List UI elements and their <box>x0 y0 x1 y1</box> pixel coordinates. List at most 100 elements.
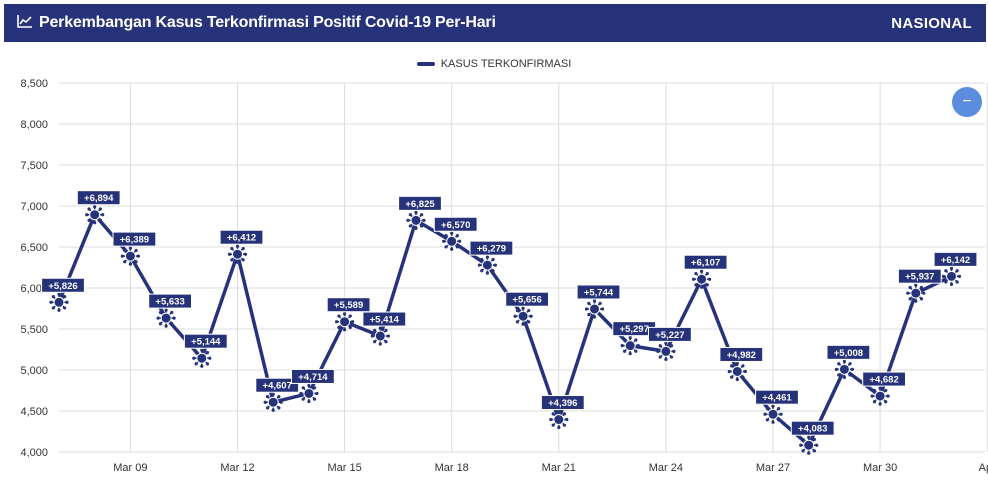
data-label-box <box>112 231 157 247</box>
data-label: +5,656 <box>512 295 541 306</box>
data-label: +5,744 <box>584 287 614 298</box>
data-label: +5,633 <box>155 297 184 308</box>
chart-header: Perkembangan Kasus Terkonfirmasi Positif… <box>4 4 986 42</box>
data-label-box <box>291 368 335 384</box>
virus-marker-icon[interactable] <box>941 266 962 286</box>
data-label: +6,389 <box>120 235 149 246</box>
data-label: +5,227 <box>655 330 684 341</box>
legend-label: KASUS TERKONFIRMASI <box>440 58 572 70</box>
legend-swatch <box>416 62 435 66</box>
virus-marker-icon[interactable] <box>727 361 747 382</box>
virus-marker-icon[interactable] <box>406 210 426 230</box>
data-label-box <box>648 326 692 342</box>
data-label: +5,826 <box>48 281 77 292</box>
virus-marker-icon[interactable] <box>763 404 783 424</box>
y-tick-label: 8,500 <box>20 78 48 90</box>
x-tick-label: Mar 24 <box>649 462 683 474</box>
data-label: +6,279 <box>477 244 506 255</box>
data-label-box <box>897 268 942 284</box>
virus-marker-icon[interactable] <box>192 348 212 368</box>
region-label: NASIONAL <box>891 14 972 32</box>
virus-marker-icon[interactable] <box>799 435 819 455</box>
data-label-box <box>41 277 85 293</box>
data-label: +6,570 <box>441 220 470 231</box>
y-tick-label: 5,000 <box>20 365 48 377</box>
data-label: +5,414 <box>370 315 400 326</box>
virus-marker-icon[interactable] <box>156 308 176 328</box>
x-tick-label: Mar 12 <box>220 462 254 474</box>
x-tick-label: Mar 09 <box>113 462 147 474</box>
virus-marker-icon[interactable] <box>692 269 712 289</box>
virus-marker-icon[interactable] <box>263 392 283 412</box>
data-label-box <box>933 251 978 267</box>
x-tick-label: Mar 21 <box>542 462 576 474</box>
virus-marker-icon[interactable] <box>906 283 926 303</box>
chart-title: Perkembangan Kasus Terkonfirmasi Positif… <box>39 14 496 31</box>
data-label: +4,982 <box>727 350 756 361</box>
data-label: +6,825 <box>405 199 435 210</box>
x-tick-label: Mar 30 <box>863 462 897 474</box>
data-label-box <box>576 284 621 300</box>
virus-marker-icon[interactable] <box>85 205 105 225</box>
y-tick-label: 7,000 <box>20 201 48 213</box>
virus-marker-icon[interactable] <box>120 246 140 266</box>
data-label: +4,714 <box>298 372 328 383</box>
data-label: +4,396 <box>548 398 577 409</box>
data-label: +5,937 <box>905 272 934 283</box>
virus-marker-icon[interactable] <box>834 359 855 379</box>
virus-marker-icon[interactable] <box>370 326 390 346</box>
data-label-box <box>148 293 192 309</box>
virus-marker-icon[interactable] <box>477 255 497 275</box>
y-tick-label: 8,000 <box>20 119 48 131</box>
data-label: +6,894 <box>84 193 114 204</box>
data-label-box <box>826 344 871 360</box>
data-label: +6,412 <box>227 233 256 244</box>
header-title-group: Perkembangan Kasus Terkonfirmasi Positif… <box>17 14 496 33</box>
virus-marker-icon[interactable] <box>442 231 462 251</box>
y-tick-label: 6,500 <box>20 242 48 254</box>
line-chart-icon <box>17 14 33 33</box>
data-label-box <box>183 333 228 349</box>
x-tick-label: Apr <box>979 462 988 474</box>
data-label-box <box>862 371 907 387</box>
virus-marker-icon[interactable] <box>656 341 676 361</box>
data-label-box <box>469 240 514 256</box>
data-label-box <box>398 195 442 211</box>
data-label-box <box>76 190 121 206</box>
data-label: +6,142 <box>941 255 970 266</box>
y-tick-label: 4,000 <box>20 447 48 459</box>
data-label: +5,008 <box>834 348 863 359</box>
x-tick-label: Mar 15 <box>327 462 361 474</box>
data-label: +4,682 <box>869 375 898 386</box>
virus-marker-icon[interactable] <box>870 386 890 406</box>
y-tick-label: 7,500 <box>20 160 48 172</box>
zoom-out-button[interactable]: − <box>952 87 982 117</box>
virus-marker-icon[interactable] <box>299 383 319 404</box>
virus-marker-icon[interactable] <box>49 292 69 312</box>
data-label: +4,083 <box>798 424 827 435</box>
data-label-box <box>719 346 764 362</box>
virus-marker-icon[interactable] <box>620 336 640 356</box>
data-label: +5,589 <box>334 300 363 311</box>
virus-marker-icon[interactable] <box>227 244 248 264</box>
data-label-box <box>219 229 264 245</box>
data-label: +6,107 <box>691 258 720 269</box>
x-tick-label: Mar 27 <box>756 462 790 474</box>
virus-marker-icon[interactable] <box>513 306 533 326</box>
data-label-box <box>433 216 478 232</box>
virus-marker-icon[interactable] <box>549 409 569 430</box>
data-label-box <box>683 254 728 270</box>
x-tick-label: Mar 18 <box>435 462 469 474</box>
y-tick-label: 5,500 <box>20 324 48 336</box>
data-label: +4,607 <box>263 381 292 392</box>
chart-legend[interactable]: KASUS TERKONFIRMASI <box>0 58 988 70</box>
data-label-box <box>505 291 550 307</box>
data-label-box <box>362 311 407 327</box>
data-label-box <box>326 297 371 313</box>
virus-marker-icon[interactable] <box>584 299 605 319</box>
data-label: +4,461 <box>762 393 792 404</box>
data-label: +5,297 <box>620 324 649 335</box>
data-label: +5,144 <box>191 337 221 348</box>
virus-marker-icon[interactable] <box>335 312 355 332</box>
